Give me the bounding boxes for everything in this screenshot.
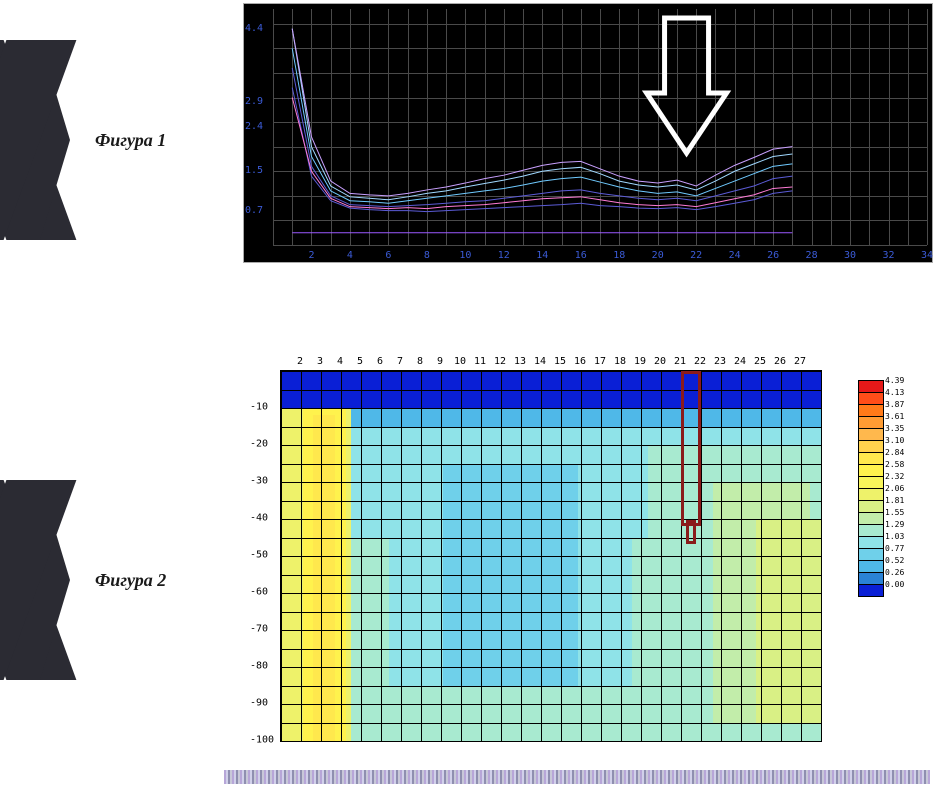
- legend-value: 1.55: [885, 508, 904, 517]
- x-tick: 5: [357, 356, 363, 367]
- legend-value: 3.35: [885, 424, 904, 433]
- legend-value: 3.87: [885, 400, 904, 409]
- legend-value: 0.00: [885, 580, 904, 589]
- x-tick: 17: [594, 356, 606, 367]
- legend-value: 3.10: [885, 436, 904, 445]
- y-tick: -30: [250, 476, 268, 487]
- y-tick: -20: [250, 439, 268, 450]
- x-tick: 16: [574, 356, 586, 367]
- legend-swatch: [858, 584, 884, 597]
- fig2-pointer: [0, 480, 70, 680]
- x-tick: 13: [514, 356, 526, 367]
- anomaly-marker: [681, 371, 701, 526]
- y-tick: -40: [250, 513, 268, 524]
- y-tick: -100: [250, 735, 274, 746]
- x-tick: 21: [674, 356, 686, 367]
- legend-value: 2.32: [885, 472, 904, 481]
- x-tick: 3: [317, 356, 323, 367]
- x-tick: 19: [634, 356, 646, 367]
- x-tick: 24: [734, 356, 746, 367]
- legend-value: 1.29: [885, 520, 904, 529]
- x-tick: 4: [337, 356, 343, 367]
- x-tick: 10: [454, 356, 466, 367]
- y-tick: -90: [250, 698, 268, 709]
- legend-value: 0.77: [885, 544, 904, 553]
- y-tick: -80: [250, 661, 268, 672]
- fig1-line-chart: 2468101214161820222426283032340.71.52.42…: [240, 0, 936, 266]
- x-tick: 25: [754, 356, 766, 367]
- x-tick: 26: [774, 356, 786, 367]
- legend-value: 4.13: [885, 388, 904, 397]
- legend-value: 2.84: [885, 448, 904, 457]
- y-tick: -10: [250, 402, 268, 413]
- x-tick: 15: [554, 356, 566, 367]
- fig2-contour-chart: 2345678910111213141516171819202122232425…: [280, 370, 820, 740]
- legend-value: 0.26: [885, 568, 904, 577]
- x-tick: 12: [494, 356, 506, 367]
- fig1-label: Фигура 1: [95, 130, 166, 151]
- y-tick: -70: [250, 624, 268, 635]
- x-tick: 23: [714, 356, 726, 367]
- x-tick: 27: [794, 356, 806, 367]
- page: Фигура 1 Фигура 2 2468101214161820222426…: [0, 0, 940, 788]
- x-tick: 9: [437, 356, 443, 367]
- y-tick: -60: [250, 587, 268, 598]
- legend-value: 3.61: [885, 412, 904, 421]
- x-tick: 18: [614, 356, 626, 367]
- x-tick: 7: [397, 356, 403, 367]
- legend-value: 2.58: [885, 460, 904, 469]
- legend-value: 0.52: [885, 556, 904, 565]
- x-tick: 11: [474, 356, 486, 367]
- fig2-colorbar: 4.394.133.873.613.353.102.842.582.322.06…: [858, 380, 928, 730]
- x-tick: 8: [417, 356, 423, 367]
- fig1-pointer: [0, 40, 70, 240]
- decorative-noise-bar: [224, 770, 930, 784]
- x-tick: 14: [534, 356, 546, 367]
- y-tick: -50: [250, 550, 268, 561]
- x-tick: 22: [694, 356, 706, 367]
- x-tick: 6: [377, 356, 383, 367]
- x-tick: 2: [297, 356, 303, 367]
- legend-value: 2.06: [885, 484, 904, 493]
- fig2-label: Фигура 2: [95, 570, 166, 591]
- legend-value: 4.39: [885, 376, 904, 385]
- x-tick: 20: [654, 356, 666, 367]
- legend-value: 1.81: [885, 496, 904, 505]
- legend-value: 1.03: [885, 532, 904, 541]
